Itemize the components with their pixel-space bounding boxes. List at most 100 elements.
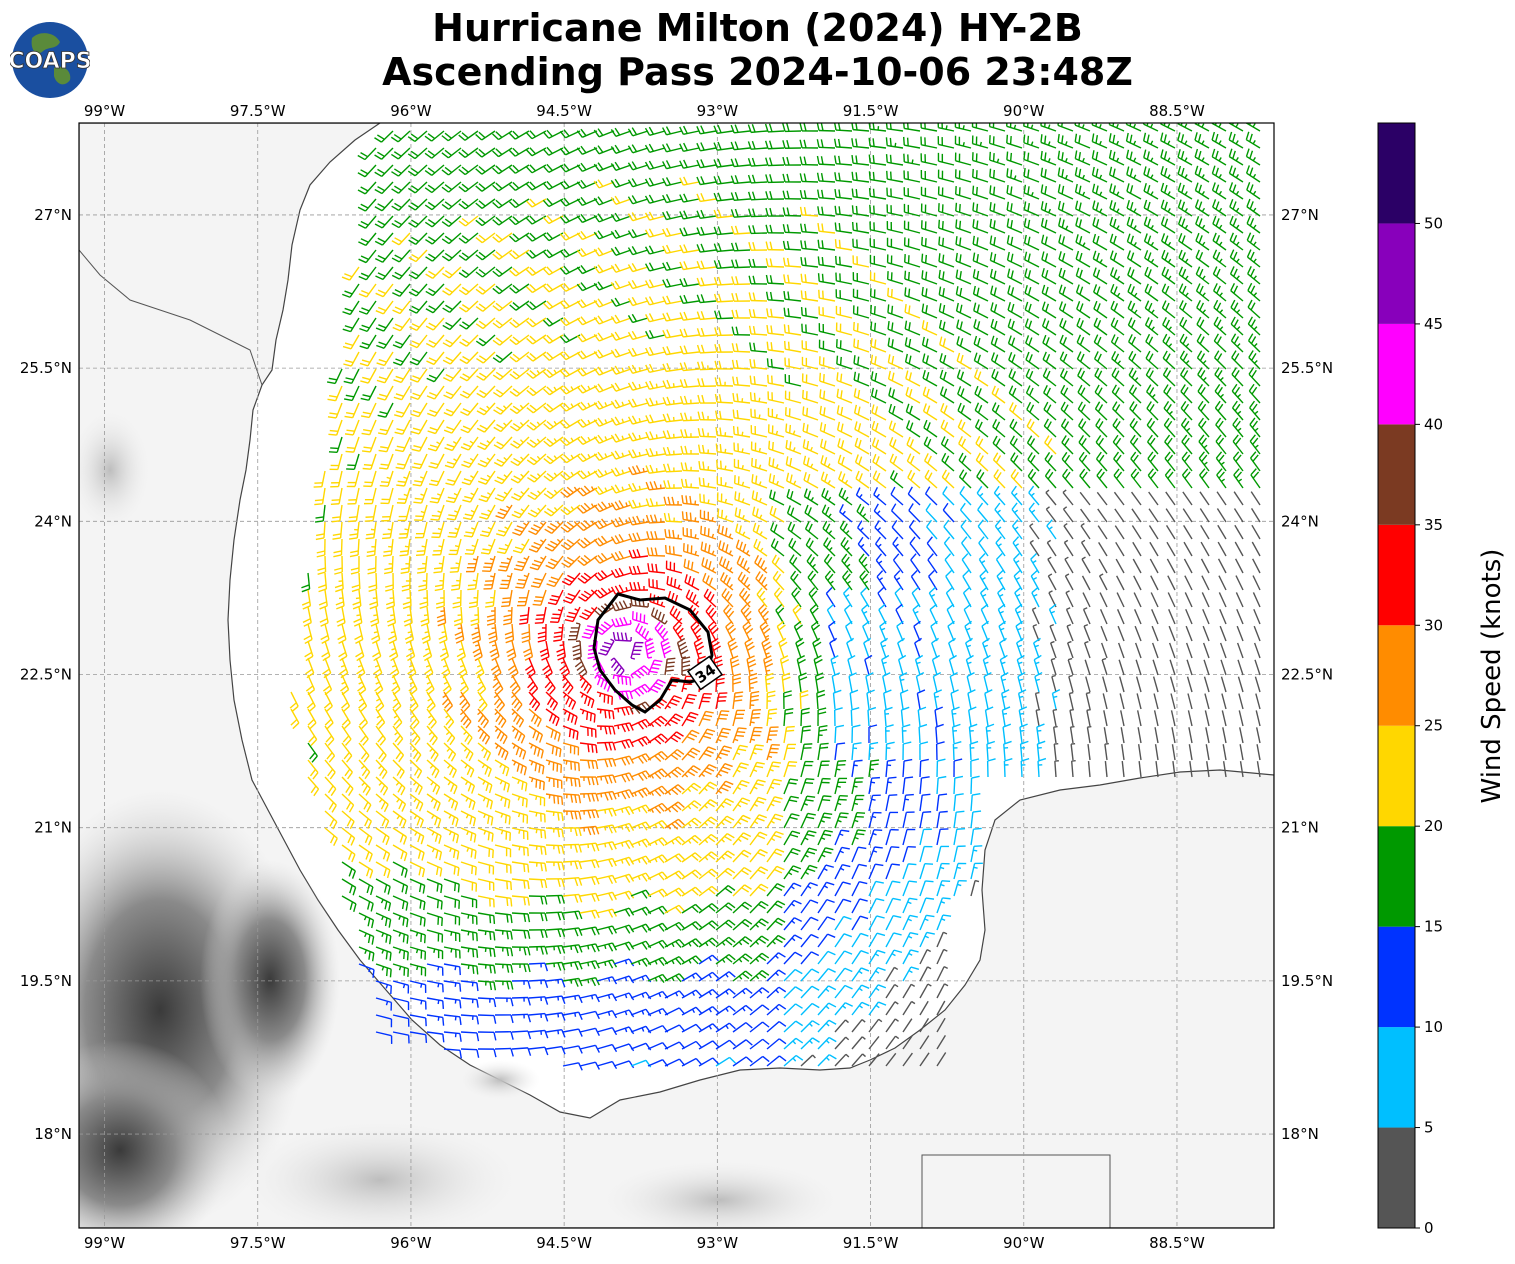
wind-barb bbox=[493, 419, 513, 433]
wind-barb bbox=[1128, 367, 1142, 387]
map-area: 34 bbox=[79, 123, 1274, 1228]
wind-barb bbox=[610, 399, 632, 409]
wind-barb bbox=[853, 388, 870, 404]
wind-barb bbox=[1179, 333, 1193, 353]
wind-barb bbox=[888, 403, 904, 421]
wind-barb bbox=[327, 385, 343, 402]
wind-barb bbox=[627, 330, 649, 341]
wind-barb bbox=[1179, 350, 1193, 370]
wind-barb bbox=[1126, 233, 1142, 251]
wind-barb bbox=[407, 181, 428, 194]
wind-barb bbox=[509, 198, 530, 209]
wind-barb bbox=[835, 255, 853, 268]
wind-barb bbox=[1180, 400, 1193, 421]
wind-barb bbox=[1144, 300, 1159, 319]
wind-barb bbox=[662, 379, 683, 389]
wind-barb bbox=[937, 152, 955, 166]
wind-barb bbox=[593, 315, 615, 325]
wind-barb bbox=[1249, 400, 1261, 421]
wind-barb bbox=[1074, 133, 1091, 149]
wind-barb bbox=[627, 212, 649, 222]
wind-barb bbox=[801, 373, 819, 387]
wind-barb bbox=[833, 138, 853, 149]
lon-tick-bottom: 90°W bbox=[1003, 1234, 1045, 1252]
wind-barb bbox=[888, 387, 904, 404]
wind-barb bbox=[921, 303, 938, 319]
wind-barb bbox=[576, 282, 598, 292]
wind-barb bbox=[1213, 283, 1227, 302]
wind-barb bbox=[645, 330, 666, 340]
wind-barb bbox=[610, 365, 632, 375]
wind-barb bbox=[1229, 215, 1244, 234]
wind-barb bbox=[938, 286, 955, 302]
colorbar-tick-label: 20 bbox=[1424, 817, 1443, 835]
wind-barb bbox=[851, 221, 870, 234]
wind-barb bbox=[834, 239, 853, 251]
wind-barb bbox=[1230, 316, 1244, 336]
wind-barb bbox=[1111, 367, 1125, 387]
wind-barb bbox=[1230, 282, 1244, 302]
wind-barb bbox=[749, 392, 768, 404]
wind-barb bbox=[713, 141, 734, 151]
wind-barb bbox=[802, 406, 819, 421]
wind-barb bbox=[696, 125, 717, 135]
wind-barb bbox=[1161, 266, 1176, 285]
wind-barb bbox=[1212, 232, 1227, 251]
colorbar-segment bbox=[1378, 926, 1415, 1028]
wind-barb bbox=[955, 302, 972, 319]
wind-barb bbox=[971, 135, 989, 149]
wind-barb bbox=[475, 130, 496, 141]
wind-barb bbox=[508, 147, 530, 157]
wind-barb bbox=[1024, 284, 1040, 302]
wind-barb bbox=[1229, 198, 1244, 217]
wind-barb bbox=[610, 263, 632, 273]
wind-barb bbox=[1143, 199, 1159, 217]
wind-barb bbox=[679, 345, 700, 355]
wind-barb bbox=[1143, 166, 1159, 183]
wind-barb bbox=[391, 249, 411, 263]
wind-barb bbox=[696, 142, 717, 152]
wind-barb bbox=[938, 269, 955, 285]
colorbar-segment bbox=[1378, 323, 1415, 425]
wind-barb bbox=[834, 188, 853, 200]
wind-barb bbox=[1023, 184, 1040, 200]
wind-barb bbox=[1247, 316, 1261, 336]
wind-barb bbox=[1075, 250, 1091, 268]
wind-barb bbox=[921, 320, 938, 336]
wind-barb bbox=[1074, 123, 1091, 132]
wind-barb bbox=[1025, 335, 1040, 353]
lon-tick-bottom: 93°W bbox=[697, 1234, 739, 1252]
wind-barb bbox=[1229, 266, 1244, 285]
wind-barb bbox=[442, 317, 462, 331]
wind-barb bbox=[662, 210, 683, 221]
wind-barb bbox=[870, 338, 887, 353]
wind-barb bbox=[972, 202, 989, 217]
wind-barb bbox=[1006, 184, 1023, 200]
wind-barb bbox=[459, 368, 479, 382]
wind-barb bbox=[1092, 217, 1108, 234]
wind-barb bbox=[870, 354, 887, 370]
wind-barb bbox=[747, 140, 768, 150]
terrain-shading bbox=[79, 410, 150, 530]
wind-barb bbox=[730, 208, 751, 218]
wind-barb bbox=[714, 343, 734, 353]
wind-barb bbox=[835, 305, 853, 319]
wind-barb bbox=[390, 130, 411, 143]
wind-barb bbox=[509, 232, 530, 243]
wind-barb bbox=[424, 130, 445, 142]
wind-barb bbox=[939, 369, 955, 387]
border-line bbox=[79, 249, 263, 386]
wind-barb bbox=[394, 402, 411, 418]
border-line bbox=[921, 1154, 1111, 1228]
wind-barb bbox=[713, 243, 734, 253]
wind-barb bbox=[801, 340, 819, 353]
wind-barb bbox=[357, 181, 377, 195]
wind-barb bbox=[1076, 317, 1091, 336]
wind-barb bbox=[816, 155, 836, 166]
wind-barb bbox=[627, 195, 649, 205]
wind-barb bbox=[459, 385, 479, 399]
wind-barb bbox=[955, 286, 972, 302]
terrain-shading bbox=[460, 1060, 540, 1100]
wind-barb bbox=[765, 224, 785, 234]
